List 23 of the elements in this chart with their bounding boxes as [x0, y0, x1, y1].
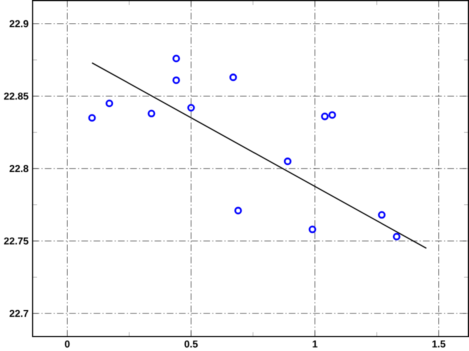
point — [172, 54, 180, 62]
y-tick-label: 22.75 — [4, 237, 28, 244]
point — [229, 73, 237, 81]
y-tick-label: 22.9 — [10, 20, 28, 28]
point — [172, 76, 180, 84]
y-tick-label: 22.85 — [4, 92, 28, 100]
x-tick-label: 0.5 — [184, 340, 198, 348]
y-tick-label: 22.7 — [10, 310, 28, 317]
point — [106, 99, 114, 108]
point — [234, 206, 242, 214]
point — [321, 112, 329, 120]
point — [88, 114, 96, 122]
point — [148, 110, 156, 118]
point — [328, 111, 336, 119]
x-tick-label: 1 — [312, 340, 318, 348]
point — [284, 157, 292, 165]
y-tick-label: 22.8 — [10, 164, 28, 172]
point — [378, 211, 386, 219]
point — [392, 232, 400, 240]
x-tick-label: 1.5 — [432, 340, 446, 348]
point — [308, 226, 316, 234]
x-tick-label: 0 — [64, 340, 70, 348]
point — [187, 104, 195, 112]
